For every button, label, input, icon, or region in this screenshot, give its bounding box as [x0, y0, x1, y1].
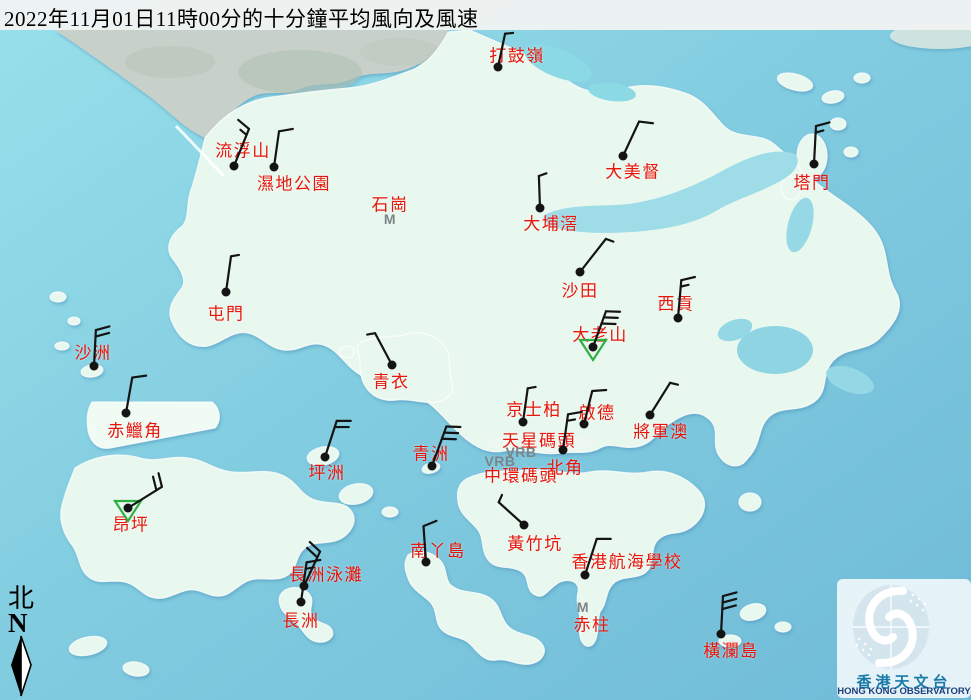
station-label-cheung-chau: 長洲 [282, 611, 320, 631]
station-label-stanley: 赤柱 [573, 615, 611, 635]
station-label-hk-sea-school: 香港航海學校 [571, 552, 683, 572]
station-label-shek-kong: 石崗 [371, 195, 409, 215]
station-label-tsing-yi: 青衣 [372, 372, 410, 392]
cheung-chau-island [278, 586, 334, 643]
station-label-star-ferry: 天星碼頭 [502, 431, 576, 451]
station-label-tuen-mun: 屯門 [207, 304, 245, 324]
station-label-sha-chau: 沙洲 [74, 343, 112, 363]
station-label-cheung-chau-beach: 長洲泳灘 [289, 565, 363, 585]
station-label-wong-chuk-hang: 黃竹坑 [507, 534, 563, 554]
north-hanzi: 北 [8, 584, 35, 613]
shenzhen-urban-area [55, 30, 448, 138]
compass-needle-icon [11, 635, 32, 697]
hko-logo: 香港天文台 HONG KONG OBSERVATORY [837, 579, 971, 698]
station-label-tai-mei-tuk: 大美督 [605, 162, 661, 182]
station-label-ngong-ping: 昂坪 [112, 515, 150, 535]
station-label-wetland-park: 濕地公園 [257, 174, 331, 194]
airport-platform [86, 401, 220, 449]
hko-name-chinese: 香港天文台 [856, 675, 952, 691]
station-label-ta-kwu-ling: 打鼓嶺 [489, 46, 545, 66]
station-label-north-point: 北角 [546, 458, 584, 478]
tolo-harbour [543, 151, 798, 233]
station-label-sai-kung: 西貢 [657, 294, 695, 314]
station-label-lau-fau-shan: 流浮山 [215, 141, 271, 161]
station-note-star-ferry: VRB [505, 444, 537, 460]
lamma-island-shape [404, 550, 545, 665]
station-label-tai-po-kau: 大埔滘 [523, 214, 579, 234]
logo-background [837, 579, 971, 698]
tap-mun-island [796, 133, 828, 179]
title-strip [0, 0, 971, 30]
station-label-kings-park: 京士柏 [506, 400, 562, 420]
station-label-green-island: 青洲 [412, 444, 450, 464]
station-note-stanley: M [576, 599, 590, 615]
hko-name-english: HONG KONG OBSERVATORY [837, 686, 971, 697]
station-label-tseung-kwan-o: 將軍澳 [633, 422, 689, 442]
north-letter: N [8, 608, 28, 639]
station-label-sha-tin: 沙田 [561, 281, 599, 301]
land-masses [49, 23, 971, 677]
north-compass: 北 N [5, 585, 41, 700]
station-label-waglan-island: 橫瀾島 [703, 641, 759, 661]
station-label-tates-cairn: 大老山 [572, 325, 628, 345]
station-label-lamma-island: 南丫島 [410, 541, 466, 561]
station-label-central-pier: 中環碼頭 [484, 466, 558, 486]
station-label-peng-chau: 坪洲 [308, 463, 346, 483]
map-title: 2022年11月01日11時00分的十分鐘平均風向及風速 [4, 7, 479, 31]
station-label-tap-mun: 塔門 [793, 173, 831, 193]
shenzhen-bay-bridge [174, 124, 226, 178]
station-label-chek-lap-kok: 赤鱲角 [107, 421, 163, 441]
station-label-kai-tak: 啟德 [578, 403, 616, 423]
station-note-shek-kong: M [383, 211, 397, 227]
station-note-central-pier: VRB [484, 453, 516, 469]
